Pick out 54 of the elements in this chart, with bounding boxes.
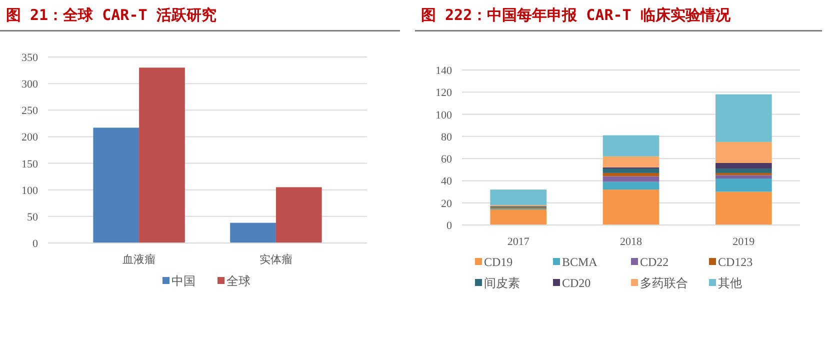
chart-title: 图 21：全球 CAR-T 活跃研究 xyxy=(6,6,216,24)
bar xyxy=(602,168,660,173)
y-tick-label: 120 xyxy=(436,87,452,100)
y-tick-label: 80 xyxy=(441,131,452,144)
legend-label: CD123 xyxy=(718,255,753,269)
x-tick-label: 2019 xyxy=(732,236,756,248)
y-tick-label: 40 xyxy=(441,176,452,188)
x-tick-label: 2018 xyxy=(620,236,642,248)
legend-label: CD22 xyxy=(640,255,669,269)
bar xyxy=(716,178,772,192)
bar xyxy=(276,187,322,243)
y-tick-label: 100 xyxy=(436,109,452,122)
chart-title: 图 222：中国每年申报 CAR-T 临床实验情况 xyxy=(421,6,732,24)
bar xyxy=(602,172,660,176)
y-tick-label: 0 xyxy=(446,220,452,232)
y-tick-label: 60 xyxy=(441,154,452,166)
legend-label: 中国 xyxy=(172,274,196,288)
legend-label: BCMA xyxy=(562,255,598,269)
bar xyxy=(716,192,772,225)
y-tick-label: 200 xyxy=(22,132,38,144)
bar xyxy=(716,175,772,178)
bar xyxy=(490,190,546,206)
x-tick-label: 实体瘤 xyxy=(259,253,292,266)
bar xyxy=(602,156,660,168)
bar xyxy=(602,176,660,182)
legend-label: 其他 xyxy=(718,276,742,290)
x-tick-label: 2017 xyxy=(507,236,530,248)
legend-label: 间皮素 xyxy=(484,276,520,290)
legend-label: 全球 xyxy=(226,274,250,288)
y-tick-label: 300 xyxy=(22,78,38,91)
bar xyxy=(139,68,185,243)
bar xyxy=(716,168,772,173)
y-tick-label: 100 xyxy=(22,184,38,197)
y-tick-label: 0 xyxy=(32,238,38,250)
y-tick-label: 20 xyxy=(441,198,452,210)
bar xyxy=(602,182,660,190)
x-tick-label: 血液瘤 xyxy=(122,253,156,266)
y-tick-label: 50 xyxy=(27,211,38,224)
y-tick-label: 150 xyxy=(22,158,38,170)
bar xyxy=(602,190,660,225)
bar xyxy=(602,135,660,156)
bar xyxy=(490,210,546,225)
bar xyxy=(93,128,140,243)
legend-label: CD19 xyxy=(484,255,513,269)
y-tick-label: 250 xyxy=(22,105,38,118)
bar xyxy=(716,163,772,169)
bar xyxy=(230,222,276,243)
bar xyxy=(716,172,772,176)
bar xyxy=(716,142,772,163)
y-tick-label: 140 xyxy=(436,65,452,77)
bar xyxy=(716,94,772,142)
legend-label: 多药联合 xyxy=(640,276,688,290)
y-tick-label: 350 xyxy=(22,52,38,64)
legend-label: CD20 xyxy=(562,276,591,290)
